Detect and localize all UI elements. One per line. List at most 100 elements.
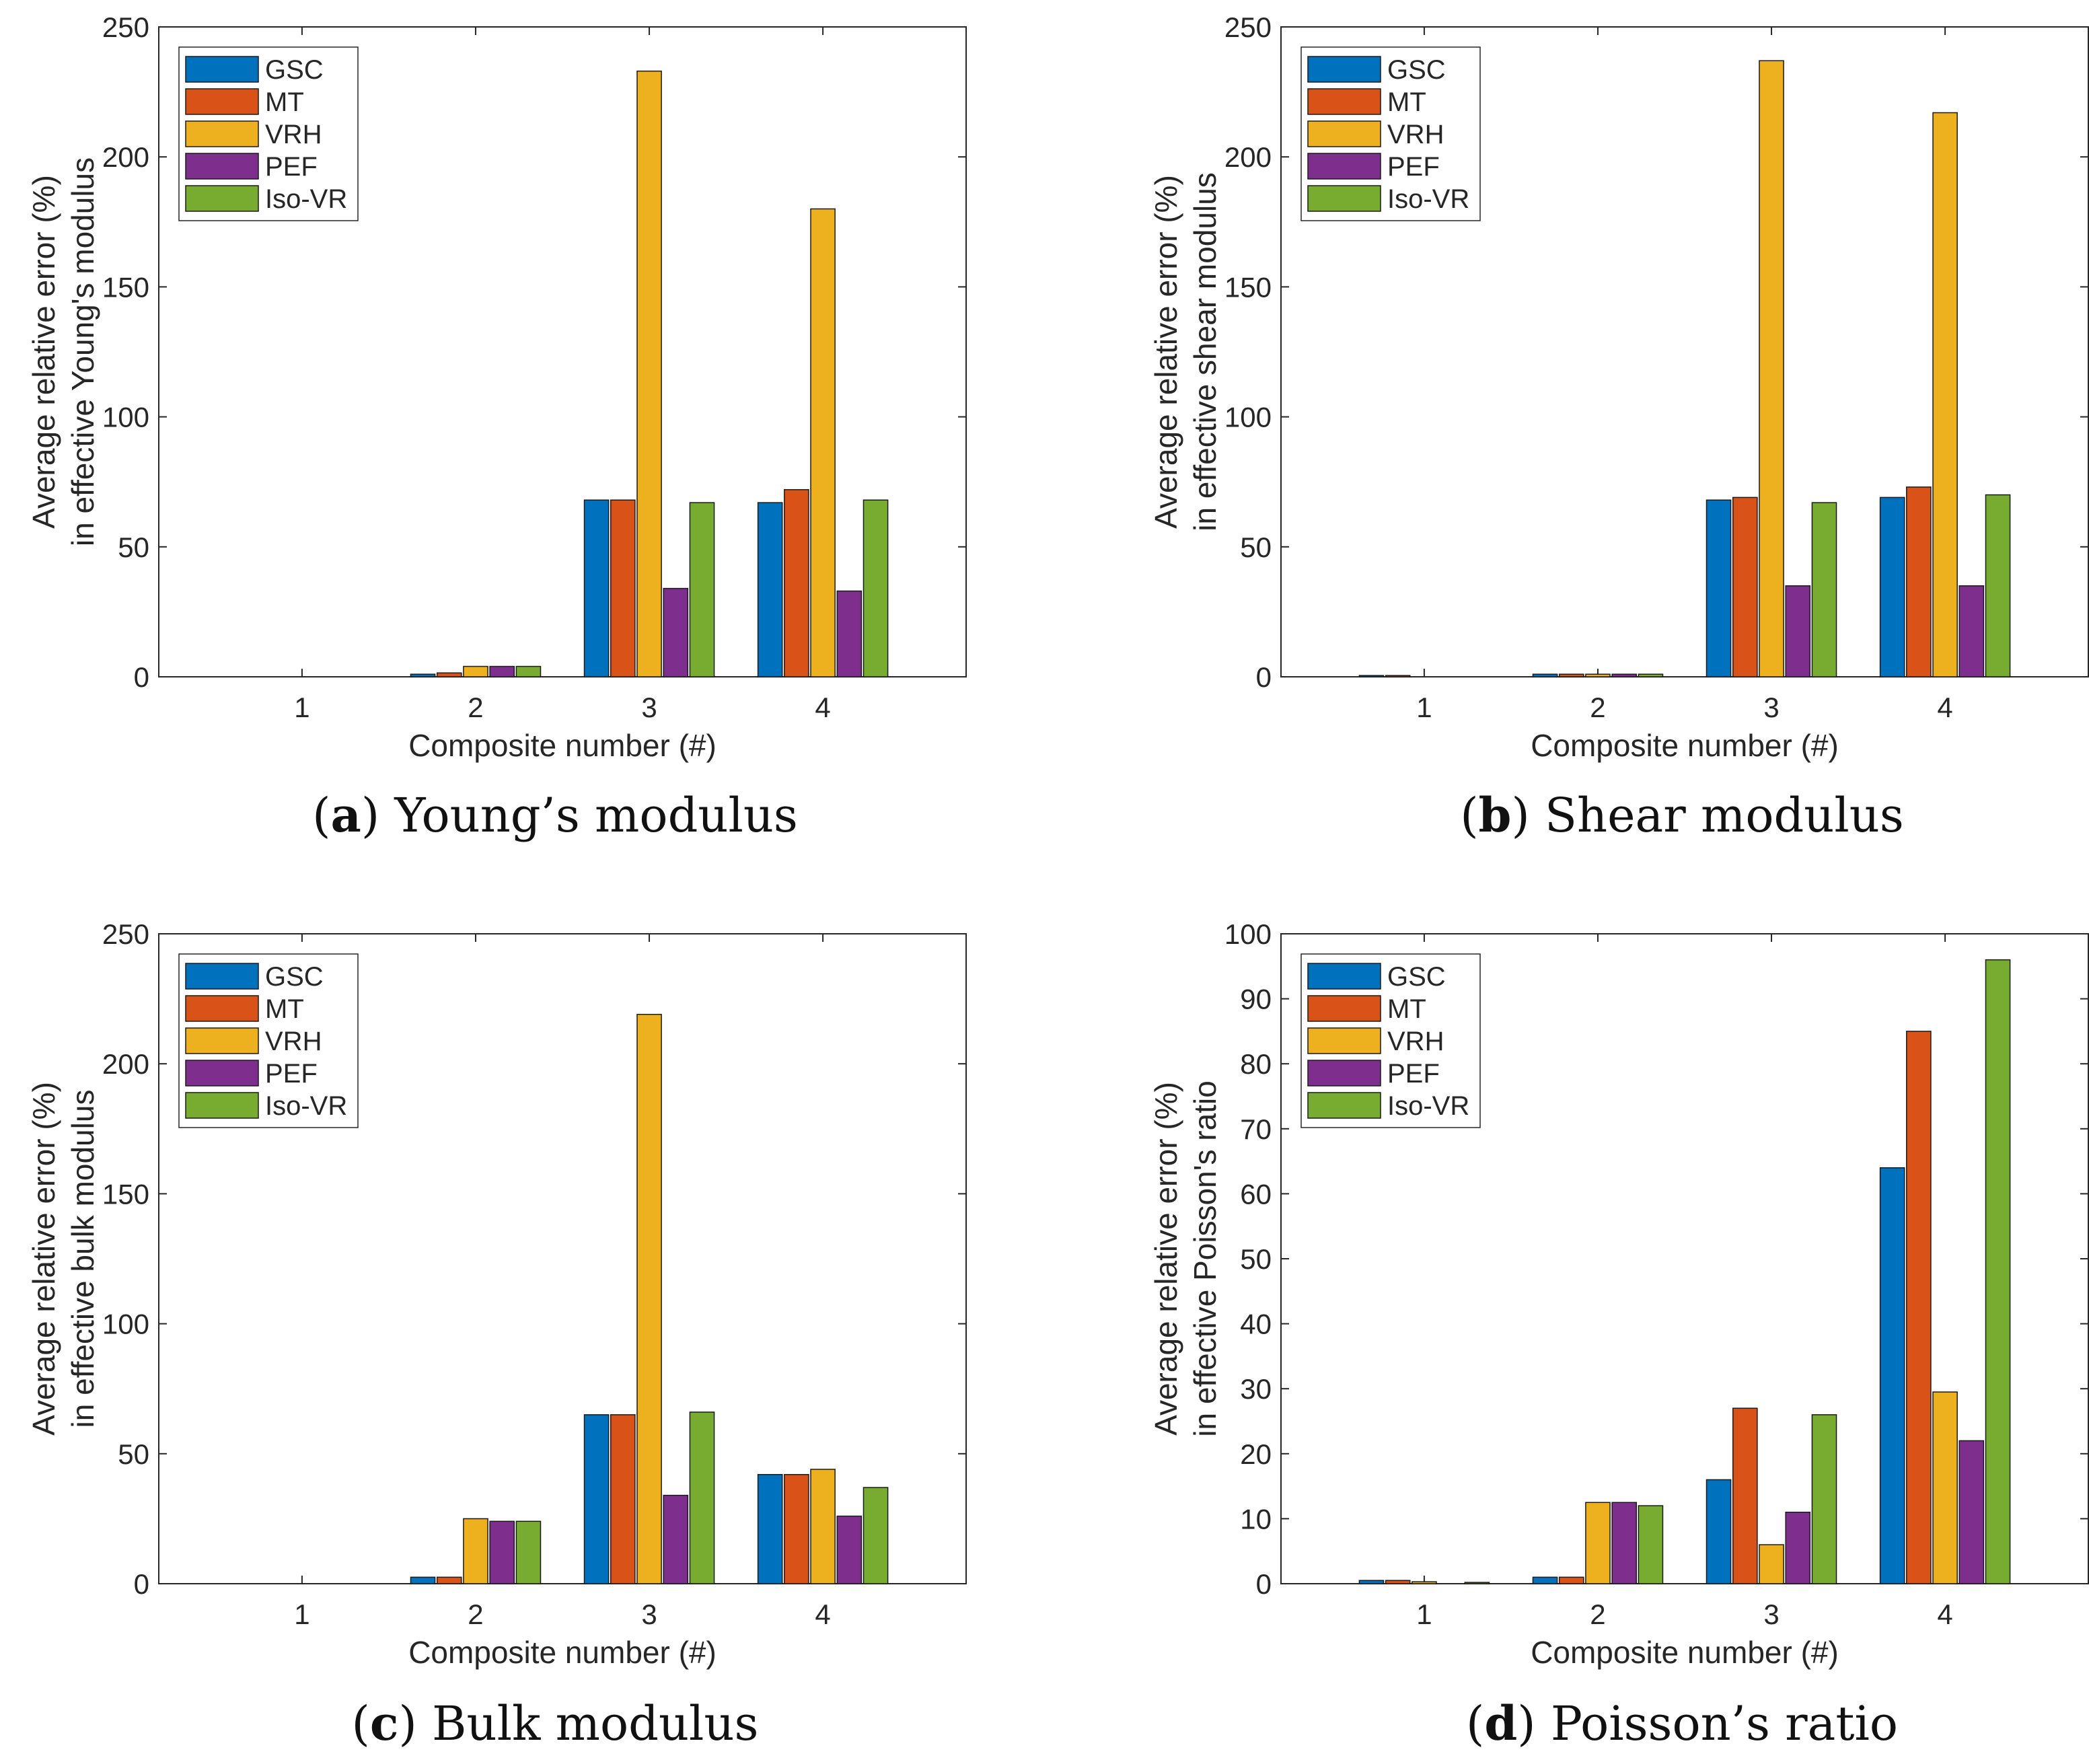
panel-a-bar-mt-3: [610, 499, 636, 677]
panel-d-legend-label-pef: PEF: [1387, 1059, 1440, 1089]
panel-a-ytick-label: 50: [118, 531, 149, 563]
panel-b-ytick-label: 0: [1256, 661, 1272, 693]
panel-a-ytick-label: 150: [102, 271, 149, 303]
panel-d-chart: 0 10 20 30 40 50 60 70 80 90 100 1 2 3 4 Composite numb…: [1148, 918, 2089, 1670]
panel-b-ylabel: Average relative error (%) in effective s…: [1148, 172, 1222, 531]
panel-d-ytick-label: 50: [1240, 1243, 1272, 1275]
panel-d-bar-gsc-2: [1532, 1576, 1558, 1584]
panel-d-legend-swatch-iso-vr: [1307, 1092, 1381, 1119]
panel-b-ytick-label: 100: [1224, 402, 1272, 433]
caption-d: (d) Poisson’s ratio: [1466, 1695, 1898, 1751]
panel-c-legend-swatch-gsc: [185, 963, 259, 990]
panel-c-bar-vrh-4: [810, 1469, 836, 1584]
caption-c: (c) Bulk modulus: [351, 1695, 759, 1751]
panel-c-legend-swatch-iso-vr: [185, 1092, 259, 1119]
panel-d-bar-vrh-4: [1932, 1391, 1958, 1584]
panel-a-legend-label-gsc: GSC: [265, 55, 324, 85]
panel-d-ytick-label: 10: [1240, 1503, 1272, 1535]
panel-d-ytick-label: 30: [1240, 1373, 1272, 1405]
panel-d-legend-label-vrh: VRH: [1387, 1027, 1444, 1056]
panel-a-bar-vrh-4: [810, 208, 836, 677]
panel-d-ylabel: Average relative error (%) in effective P…: [1148, 1080, 1222, 1437]
panel-a-chart: 0 50 100 150 200 250 1 2 3 4 Composite number (#) A…: [26, 11, 967, 763]
panel-b-ylabel-line: Average relative error (%): [1148, 175, 1183, 529]
panel-c-ytick-label: 100: [102, 1309, 149, 1340]
panel-d-ytick-label: 100: [1224, 918, 1272, 950]
panel-c-bar-vrh-2: [463, 1518, 488, 1584]
panel-d-xtick-label: 3: [1763, 1598, 1779, 1630]
panel-b-bar-mt-3: [1732, 497, 1758, 677]
panel-a-xlabel: Composite number (#): [408, 728, 717, 763]
panel-c-legend-label-mt: MT: [265, 994, 304, 1024]
panel-c-chart: 0 50 100 150 200 250 1 2 3 4 Composite number (#) A…: [26, 918, 967, 1670]
panel-c-ytick-label: 0: [134, 1568, 149, 1600]
panel-b-legend-label-pef: PEF: [1387, 152, 1440, 182]
panel-b-bar-gsc-3: [1706, 499, 1732, 677]
panel-d-legend-label-mt: MT: [1387, 994, 1426, 1024]
panel-d-bar-gsc-1: [1358, 1580, 1385, 1584]
caption-b-letter: b: [1478, 787, 1512, 843]
panel-a-legend-label-mt: MT: [265, 87, 304, 117]
panel-d-bar-pef-2: [1611, 1502, 1638, 1584]
panel-a-ytick-label: 250: [102, 11, 149, 43]
panel-a-xtick-label: 1: [294, 692, 309, 723]
panel-b-legend-label-vrh: VRH: [1387, 120, 1444, 149]
panel-d-xtick-label: 4: [1937, 1598, 1952, 1630]
panel-b-xtick-label: 4: [1937, 692, 1952, 723]
panel-b-bar-iso-vr-2: [1638, 673, 1664, 677]
panel-c-bar-pef-3: [663, 1494, 689, 1584]
panel-d-ytick-label: 40: [1240, 1309, 1272, 1340]
panel-d-ytick-label: 20: [1240, 1438, 1272, 1470]
panel-c-bar-pef-4: [836, 1515, 863, 1584]
panel-c-bar-gsc-4: [757, 1473, 783, 1584]
panel-d-bar-iso-vr-4: [1985, 959, 2011, 1584]
panel-a-bar-iso-vr-4: [863, 499, 889, 677]
panel-d-bar-gsc-4: [1879, 1167, 1905, 1584]
panel-b-bar-pef-3: [1785, 585, 1811, 677]
panel-a-ylabel: Average relative error (%) in effective Y…: [26, 157, 100, 546]
panel-b-legend-label-iso-vr: Iso-VR: [1387, 184, 1469, 214]
panel-c-ytick-label: 200: [102, 1048, 149, 1080]
panel-a-legend-label-pef: PEF: [265, 152, 318, 182]
panel-b-bar-iso-vr-3: [1811, 502, 1837, 677]
panel-d-xtick-label: 2: [1590, 1598, 1605, 1630]
panel-c-xlabel: Composite number (#): [408, 1635, 717, 1670]
caption-b-text: Shear modulus: [1545, 788, 1904, 843]
panel-c-legend-label-gsc: GSC: [265, 962, 324, 992]
panel-b-bar-gsc-2: [1532, 673, 1558, 677]
panel-c-legend-swatch-pef: [185, 1060, 259, 1087]
panel-b-ylabel-line: in effective shear modulus: [1187, 172, 1222, 531]
panel-b-ytick-label: 150: [1224, 271, 1272, 303]
panel-b-legend-swatch-iso-vr: [1307, 185, 1381, 212]
panel-d-ytick-label: 70: [1240, 1113, 1272, 1145]
panel-c-bar-mt-3: [610, 1414, 636, 1584]
panel-d-legend-label-gsc: GSC: [1387, 962, 1446, 992]
panel-c-legend-swatch-vrh: [185, 1027, 259, 1054]
panel-a-bar-iso-vr-2: [515, 665, 542, 677]
panel-c-ytick-label: 150: [102, 1178, 149, 1210]
panel-c-ylabel-line: Average relative error (%): [26, 1082, 61, 1436]
caption-a-letter: a: [330, 787, 361, 843]
panel-c-bar-mt-2: [436, 1576, 462, 1584]
panel-b-bar-pef-4: [1958, 585, 1985, 677]
panel-a-ytick-label: 0: [134, 661, 149, 693]
panel-b-legend-swatch-vrh: [1307, 120, 1381, 147]
caption-c-letter: c: [369, 1695, 399, 1751]
panel-a-bar-iso-vr-3: [689, 502, 715, 677]
panel-a-ylabel-line: in effective Young's modulus: [65, 157, 100, 546]
panel-c-xtick-label: 2: [468, 1598, 483, 1630]
panel-c-bar-mt-4: [784, 1473, 809, 1584]
panel-c-xtick-label: 4: [815, 1598, 830, 1630]
panel-c-bar-vrh-3: [636, 1014, 662, 1584]
panel-a-bar-gsc-4: [757, 502, 783, 677]
panel-a-legend-swatch-mt: [185, 88, 259, 115]
panel-a-legend-swatch-gsc: [185, 56, 259, 83]
panel-a-ylabel-line: Average relative error (%): [26, 175, 61, 529]
panel-b-legend-swatch-gsc: [1307, 56, 1381, 83]
panel-d-bar-iso-vr-3: [1811, 1414, 1837, 1584]
panel-c-legend-label-vrh: VRH: [265, 1027, 322, 1056]
